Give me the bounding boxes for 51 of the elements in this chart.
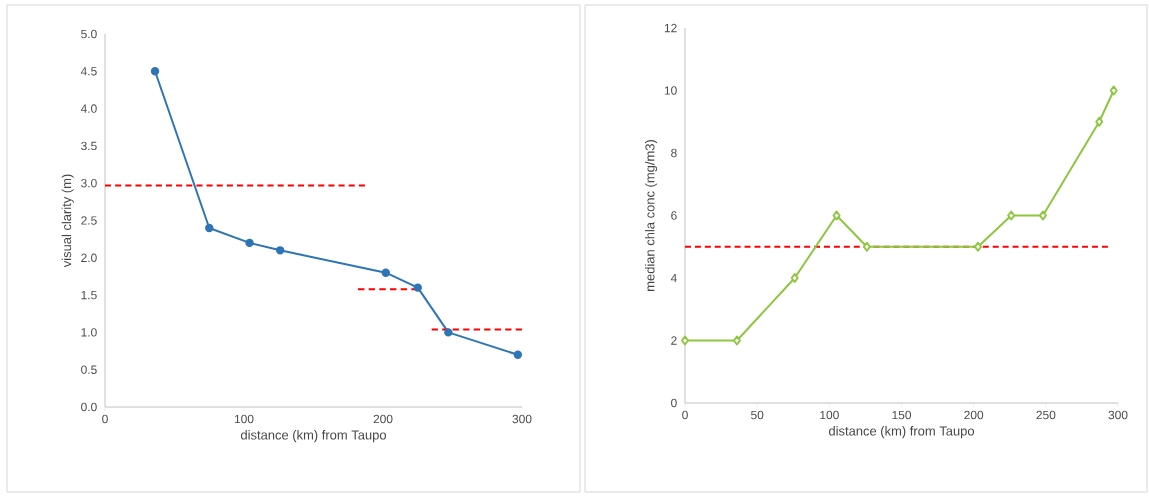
x-tick-label: 200 (964, 410, 984, 420)
x-tick-label: 300 (512, 414, 532, 424)
x-tick-label: 100 (234, 414, 254, 424)
y-tick-label: 0 (671, 398, 677, 408)
y-tick-label: 2 (671, 336, 677, 345)
x-tick-label: 0 (682, 410, 688, 420)
y-tick-label: 1.0 (81, 328, 97, 337)
point (681, 335, 690, 346)
point (1095, 116, 1104, 127)
x-axis-title: distance (km) from Taupo (829, 426, 975, 439)
x-axis-title: distance (km) from Taupo (240, 430, 386, 443)
y-axis-title: visual clarity (m) (61, 174, 74, 268)
point (150, 67, 160, 76)
y-tick-label: 12 (664, 23, 677, 33)
x-tick-label: 300 (1108, 410, 1128, 420)
point (513, 350, 523, 359)
x-tick-label: 50 (751, 410, 764, 420)
y-tick-label: 0.5 (81, 365, 97, 374)
point (205, 223, 214, 233)
y-tick-label: 6 (671, 211, 677, 220)
y-tick-label: 2.0 (81, 253, 97, 263)
x-tick-label: 250 (1036, 410, 1056, 420)
point (1109, 85, 1118, 96)
y-tick-label: 4.0 (80, 104, 97, 113)
y-tick-label: 2.5 (81, 216, 97, 225)
point (862, 241, 871, 252)
point (381, 268, 390, 277)
y-tick-label: 10 (664, 86, 677, 95)
y-tick-label: 8 (671, 148, 677, 158)
y-tick-label: 4.5 (80, 67, 97, 76)
point (413, 283, 422, 292)
y-tick-label: 4 (670, 273, 677, 283)
point (275, 246, 285, 255)
y-tick-label: 5.0 (81, 29, 97, 39)
point (1038, 210, 1047, 221)
point (245, 238, 254, 248)
x-tick-label: 0 (102, 414, 108, 424)
y-axis-title: median chla conc (mg/m3) (645, 140, 658, 291)
point (974, 241, 983, 252)
y-tick-label: 0.0 (81, 402, 97, 412)
y-tick-label: 1.5 (81, 290, 97, 300)
point (1007, 210, 1016, 221)
y-tick-label: 3.5 (81, 141, 97, 151)
point (732, 335, 741, 346)
x-tick-label: 150 (892, 410, 912, 420)
point (832, 210, 841, 221)
x-tick-label: 200 (373, 414, 393, 424)
point (790, 273, 799, 283)
x-tick-label: 100 (820, 410, 839, 420)
y-tick-label: 3.0 (81, 178, 97, 188)
point (444, 328, 453, 337)
